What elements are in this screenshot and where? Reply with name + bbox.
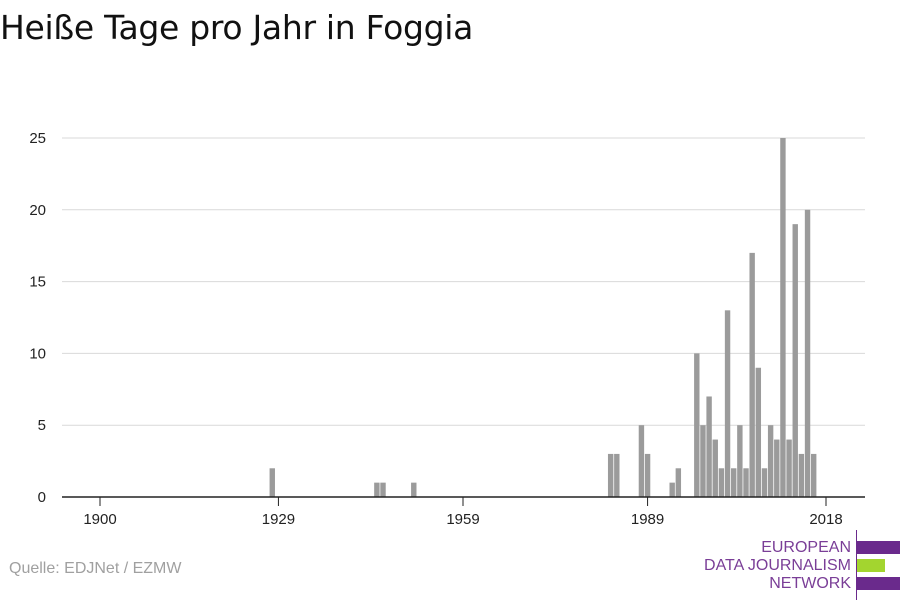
bar-1984 xyxy=(614,453,620,497)
x-tick-label: 1929 xyxy=(262,511,295,528)
logo-line-data-journalism: DATA JOURNALISM xyxy=(704,557,851,574)
bar-2010 xyxy=(774,439,780,497)
x-tick-label: 2018 xyxy=(809,511,842,528)
chart-title: Heiße Tage pro Jahr in Foggia xyxy=(0,8,474,47)
bar-2005 xyxy=(743,468,749,497)
bar-2008 xyxy=(761,468,768,497)
y-tick-label: 15 xyxy=(29,274,46,291)
bar-1945 xyxy=(374,482,380,497)
y-tick-label: 10 xyxy=(29,345,46,362)
bar-2004 xyxy=(737,425,743,497)
bar-1946 xyxy=(380,482,386,497)
bar-2003 xyxy=(731,468,737,497)
x-tick-label: 1989 xyxy=(631,511,664,528)
bar-1928 xyxy=(269,468,275,497)
bar-1951 xyxy=(411,482,417,497)
x-tick-label: 1900 xyxy=(83,511,116,528)
bar-1989 xyxy=(644,453,651,497)
x-axis-ticks: 1900 1929 1959 1989 2018 xyxy=(83,497,843,528)
logo-line-european: EUROPEAN xyxy=(761,539,851,556)
bar-2012 xyxy=(786,439,792,497)
logo-bar-green xyxy=(857,559,885,572)
bar-2015 xyxy=(804,209,811,498)
y-axis-ticks: 0 5 10 15 20 25 xyxy=(29,130,46,506)
bar-1998 xyxy=(700,425,706,497)
bar-2001 xyxy=(718,468,725,497)
bar-1993 xyxy=(669,482,675,497)
bar-2006 xyxy=(749,252,755,497)
grid-lines xyxy=(62,137,865,426)
bar-1988 xyxy=(638,425,645,497)
bar-2014 xyxy=(798,453,805,497)
bar-2016 xyxy=(810,453,817,497)
bar-2011 xyxy=(780,138,786,497)
bar-1983 xyxy=(607,453,614,497)
y-tick-label: 20 xyxy=(29,202,46,219)
logo-divider xyxy=(856,530,857,600)
bar-2009 xyxy=(767,425,774,497)
logo-bar-purple-top xyxy=(857,541,900,554)
bar-2007 xyxy=(755,367,762,497)
bar-1999 xyxy=(706,396,712,497)
y-tick-label: 25 xyxy=(29,130,46,147)
y-tick-label: 0 xyxy=(38,489,46,506)
bar-2000 xyxy=(712,439,718,497)
bar-2013 xyxy=(792,224,798,497)
bar-1997 xyxy=(694,353,700,497)
y-tick-label: 5 xyxy=(38,417,46,434)
x-tick-label: 1959 xyxy=(446,511,479,528)
logo-bar-purple-bottom xyxy=(857,577,900,590)
logo-line-network: NETWORK xyxy=(769,575,851,592)
bar-1994 xyxy=(675,468,682,497)
source-note: Quelle: EDJNet / EZMW xyxy=(9,560,182,577)
bars xyxy=(269,138,817,498)
bar-2002 xyxy=(724,310,731,497)
edjnet-logo: EUROPEAN DATA JOURNALISM NETWORK xyxy=(700,530,900,600)
